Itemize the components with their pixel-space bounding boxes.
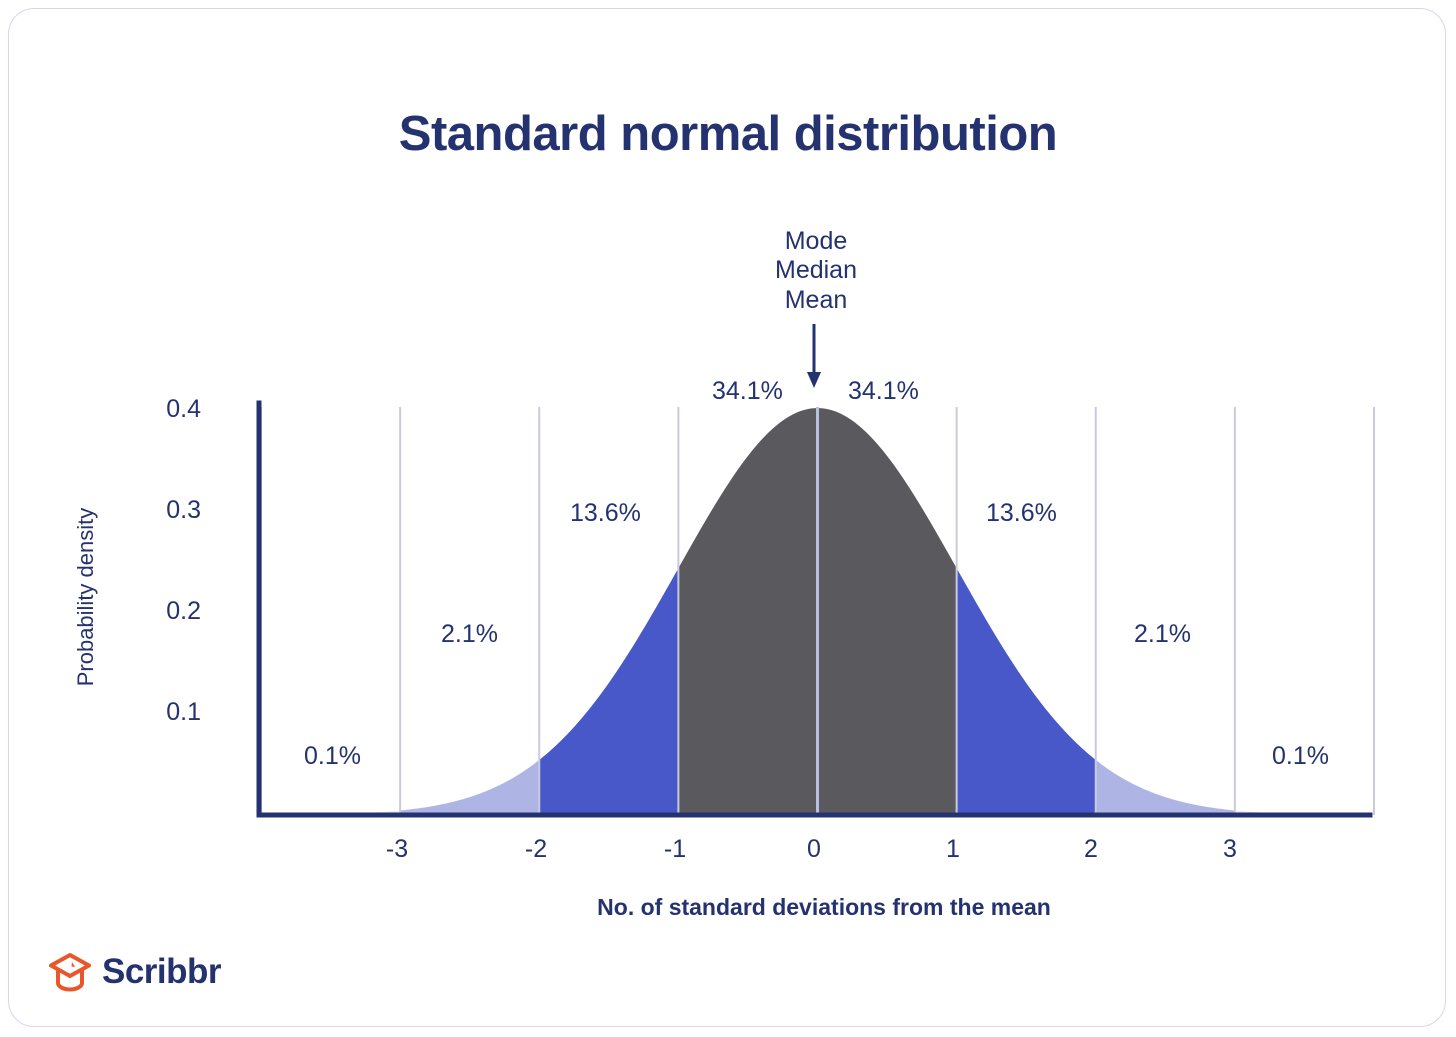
x-tick-0: 0 [807, 835, 821, 863]
center-tendency-annotation: Mode Median Mean [711, 227, 921, 315]
distribution-bands [261, 408, 1374, 815]
x-tick-minus-2: -2 [524, 835, 548, 863]
pct-label-left-outer: 0.1% [304, 742, 361, 770]
band-right-2sd [1095, 408, 1235, 815]
pct-label-left-2sd: 2.1% [441, 620, 498, 648]
band-left-center [678, 408, 818, 815]
median-label: Median [775, 256, 857, 285]
mean-arrow-icon [807, 324, 821, 388]
pct-label-left-center: 34.1% [712, 377, 783, 405]
page-title: Standard normal distribution [398, 107, 1058, 161]
band-right-1sd [956, 408, 1096, 815]
x-tick-minus-3: -3 [385, 835, 409, 863]
y-axis-label: Probability density [73, 507, 98, 687]
y-tick-0-4: 0.4 [166, 395, 201, 423]
x-tick-1: 1 [946, 835, 960, 863]
pct-label-right-outer: 0.1% [1272, 742, 1329, 770]
x-tick-minus-1: -1 [663, 835, 687, 863]
band-right-center [817, 408, 957, 815]
y-tick-0-2: 0.2 [166, 597, 201, 625]
band-left-2sd [400, 408, 540, 815]
graduation-cap-icon [49, 953, 91, 992]
chart-card: Standard normal distribution Mode Median… [8, 8, 1446, 1027]
x-axis-label: No. of standard deviations from the mean [597, 894, 1051, 920]
pct-label-right-2sd: 2.1% [1134, 620, 1191, 648]
mean-label: Mean [784, 285, 848, 314]
gridlines [260, 407, 1375, 815]
x-tick-2: 2 [1084, 835, 1098, 863]
pct-label-left-1sd: 13.6% [570, 499, 641, 527]
pct-label-right-1sd: 13.6% [986, 499, 1057, 527]
scribbr-wordmark: Scribbr [102, 952, 222, 991]
y-tick-0-1: 0.1 [166, 698, 201, 726]
band-left-1sd [539, 408, 679, 815]
x-tick-3: 3 [1223, 835, 1237, 863]
mode-label: Mode [784, 227, 848, 255]
y-tick-0-3: 0.3 [166, 496, 201, 524]
pct-label-right-center: 34.1% [848, 377, 919, 405]
scribbr-logo[interactable]: Scribbr [47, 951, 222, 993]
